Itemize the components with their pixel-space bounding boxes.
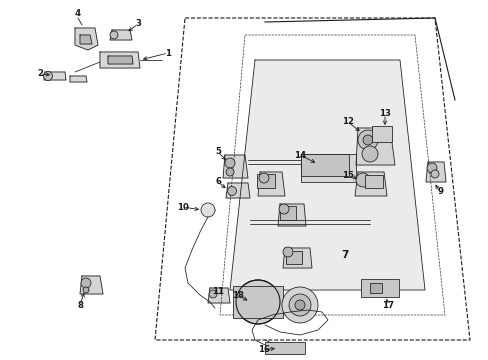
Circle shape xyxy=(81,278,91,288)
Bar xyxy=(300,154,355,182)
Text: 13: 13 xyxy=(378,109,390,118)
Text: 11: 11 xyxy=(212,288,224,297)
Text: 14: 14 xyxy=(293,150,305,159)
Text: 18: 18 xyxy=(231,291,244,300)
Circle shape xyxy=(251,296,264,308)
Polygon shape xyxy=(44,72,66,80)
Text: 6: 6 xyxy=(215,177,221,186)
Text: 8: 8 xyxy=(77,301,83,310)
Polygon shape xyxy=(75,28,98,50)
Polygon shape xyxy=(100,52,140,68)
Circle shape xyxy=(83,287,89,293)
Polygon shape xyxy=(80,276,103,294)
Bar xyxy=(264,342,305,354)
Circle shape xyxy=(236,280,280,324)
Polygon shape xyxy=(354,172,386,196)
Text: 2: 2 xyxy=(37,69,43,78)
Circle shape xyxy=(362,135,372,145)
Polygon shape xyxy=(110,30,132,40)
Polygon shape xyxy=(229,60,424,290)
Polygon shape xyxy=(258,172,285,196)
Bar xyxy=(285,251,302,264)
Circle shape xyxy=(244,288,271,316)
Circle shape xyxy=(43,72,52,81)
Circle shape xyxy=(288,294,310,316)
Text: 15: 15 xyxy=(342,171,353,180)
Polygon shape xyxy=(108,56,133,64)
Bar xyxy=(232,286,283,318)
Bar xyxy=(301,154,348,176)
Circle shape xyxy=(282,287,317,323)
Bar xyxy=(257,174,274,188)
Text: 9: 9 xyxy=(436,188,442,197)
Polygon shape xyxy=(80,35,92,44)
Bar xyxy=(360,279,398,297)
Text: 5: 5 xyxy=(215,148,221,157)
Bar xyxy=(371,126,391,142)
Bar xyxy=(280,206,295,220)
Text: 7: 7 xyxy=(341,250,348,260)
Polygon shape xyxy=(283,248,311,268)
Circle shape xyxy=(426,163,436,173)
Text: 1: 1 xyxy=(164,49,171,58)
Text: 17: 17 xyxy=(381,301,393,310)
Polygon shape xyxy=(355,128,394,165)
Circle shape xyxy=(224,158,235,168)
Text: 3: 3 xyxy=(135,19,141,28)
Polygon shape xyxy=(207,288,229,303)
Circle shape xyxy=(279,204,288,214)
Circle shape xyxy=(208,290,217,298)
Circle shape xyxy=(259,173,268,183)
Polygon shape xyxy=(223,155,247,178)
Circle shape xyxy=(110,31,118,39)
Text: 12: 12 xyxy=(341,117,353,126)
Polygon shape xyxy=(225,183,249,198)
Circle shape xyxy=(225,168,234,176)
Circle shape xyxy=(355,173,369,187)
Bar xyxy=(364,175,382,188)
Polygon shape xyxy=(278,204,305,226)
Circle shape xyxy=(357,130,377,150)
Text: 4: 4 xyxy=(75,9,81,18)
Circle shape xyxy=(430,170,438,178)
Bar xyxy=(369,283,381,293)
Circle shape xyxy=(361,146,377,162)
Circle shape xyxy=(201,203,215,217)
Circle shape xyxy=(283,247,292,257)
Circle shape xyxy=(294,300,305,310)
Polygon shape xyxy=(70,76,87,82)
Circle shape xyxy=(227,186,236,195)
Text: 16: 16 xyxy=(258,346,269,355)
Text: 10: 10 xyxy=(177,202,188,211)
Polygon shape xyxy=(425,162,445,182)
